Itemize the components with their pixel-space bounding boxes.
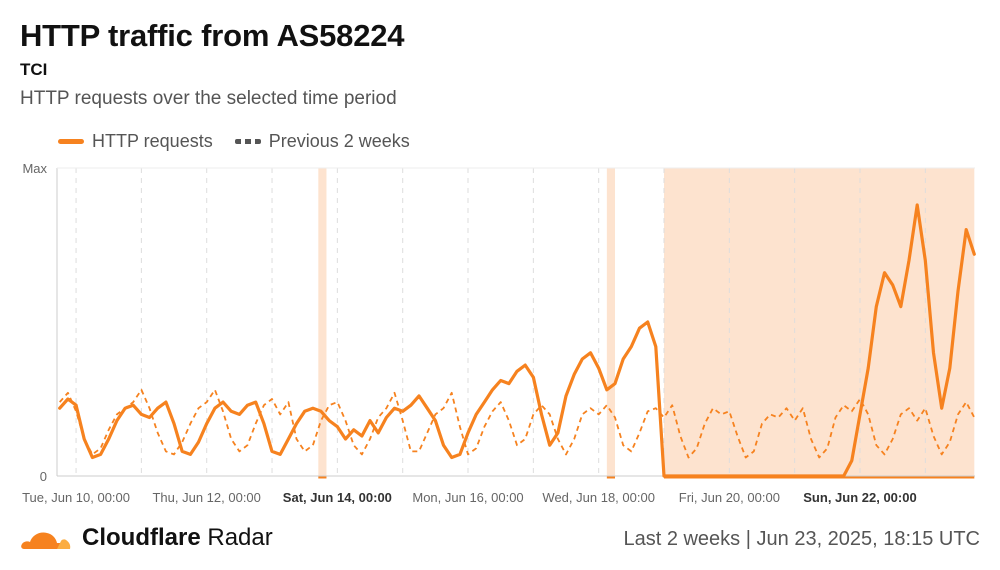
- chart-subtitle: TCI: [20, 60, 48, 79]
- series-line-http-requests: [58, 203, 976, 478]
- brand-name-bold: Cloudflare: [82, 524, 201, 551]
- footer-timestamp: Jun 23, 2025, 18:15 UTC: [756, 528, 980, 550]
- x-tick-label: Wed, Jun 18, 00:00: [542, 490, 655, 505]
- time-range-label: Last 2 weeks: [623, 528, 741, 550]
- legend-label-current: HTTP requests: [92, 131, 213, 151]
- cloudflare-cloud-icon: [21, 532, 71, 549]
- brand-name-light: Radar: [207, 524, 273, 551]
- outage-region-0: [318, 168, 327, 476]
- legend-label-previous: Previous 2 weeks: [268, 131, 410, 151]
- x-tick-label: Tue, Jun 10, 00:00: [22, 490, 130, 505]
- http-traffic-chart: Max 0 Tue, Jun 10, 00:00 Thu, Jun 12, 00:00…: [22, 161, 976, 505]
- footer-separator: |: [745, 528, 751, 550]
- y-tick-label: Max: [22, 161, 47, 176]
- legend-swatch-dashed: [234, 139, 261, 144]
- outage-region-2: [664, 168, 975, 476]
- cloudflare-radar-logo: Cloudflare Radar: [20, 524, 273, 552]
- legend-item-previous[interactable]: Previous 2 weeks: [234, 131, 410, 152]
- y-tick-label: 0: [40, 469, 47, 484]
- x-tick-label: Fri, Jun 20, 00:00: [679, 490, 780, 505]
- footer-meta: Last 2 weeks | Jun 23, 2025, 18:15 UTC: [623, 528, 980, 551]
- series-line-previous: [59, 388, 976, 459]
- legend-swatch-solid: [58, 139, 84, 144]
- chart-description: HTTP requests over the selected time per…: [20, 88, 397, 109]
- brand-name: Cloudflare Radar: [82, 524, 273, 552]
- x-tick-label: Sun, Jun 22, 00:00: [803, 490, 916, 505]
- outage-region-1: [606, 168, 616, 476]
- x-tick-label: Sat, Jun 14, 00:00: [283, 490, 392, 505]
- legend: HTTP requests Previous 2 weeks: [58, 131, 432, 152]
- x-tick-label: Mon, Jun 16, 00:00: [412, 490, 523, 505]
- legend-item-http-requests[interactable]: HTTP requests: [58, 131, 213, 152]
- chart-title: HTTP traffic from AS58224: [20, 18, 405, 53]
- x-tick-label: Thu, Jun 12, 00:00: [152, 490, 260, 505]
